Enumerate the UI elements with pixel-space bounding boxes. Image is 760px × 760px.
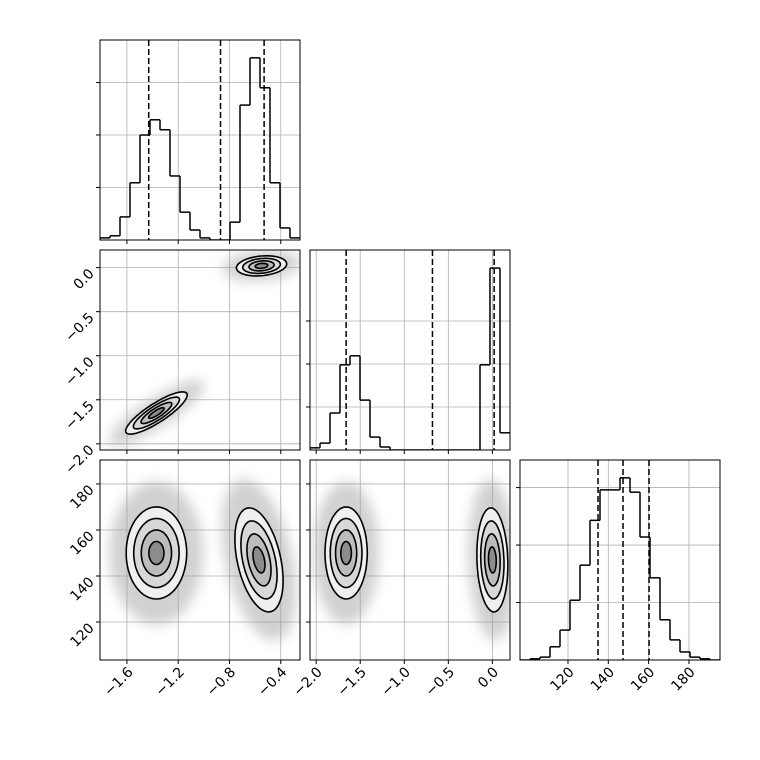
x-tick-label: −1.2 bbox=[153, 664, 188, 699]
x-tick-label: −2.0 bbox=[290, 664, 325, 699]
x-tick-label: 140 bbox=[588, 664, 618, 694]
y-tick-label: 120 bbox=[67, 620, 97, 650]
contour bbox=[254, 262, 269, 270]
y-tick-label: −2.0 bbox=[62, 442, 97, 477]
panel bbox=[520, 460, 720, 660]
x-tick-label: 180 bbox=[668, 664, 698, 694]
axes-frame bbox=[309, 459, 511, 661]
axes-frame bbox=[99, 39, 301, 241]
axes-frame bbox=[519, 459, 721, 661]
y-tick-label: −1.0 bbox=[62, 354, 97, 389]
x-tick-label: 0.0 bbox=[475, 664, 502, 691]
panel bbox=[310, 460, 510, 660]
x-tick-label: −0.4 bbox=[255, 664, 290, 699]
y-tick-label: −1.5 bbox=[62, 398, 97, 433]
x-tick-label: −0.5 bbox=[423, 664, 458, 699]
panel bbox=[100, 250, 300, 450]
x-tick-label: 160 bbox=[628, 664, 658, 694]
x-tick-label: −1.5 bbox=[335, 664, 370, 699]
panel bbox=[100, 40, 300, 240]
y-tick-label: 140 bbox=[67, 574, 97, 604]
x-tick-label: −0.8 bbox=[204, 664, 239, 699]
y-tick-label: 160 bbox=[67, 528, 97, 558]
contour bbox=[147, 406, 165, 420]
y-tick-label: −0.5 bbox=[62, 310, 97, 345]
axes-frame bbox=[309, 249, 511, 451]
y-tick-label: 0.0 bbox=[71, 266, 98, 293]
panel bbox=[310, 250, 510, 450]
contour bbox=[487, 546, 498, 574]
axes-frame bbox=[99, 249, 301, 451]
x-tick-label: −1.6 bbox=[101, 664, 136, 699]
contour bbox=[147, 540, 165, 566]
x-tick-label: 120 bbox=[547, 664, 577, 694]
y-tick-label: 180 bbox=[67, 482, 97, 512]
contour bbox=[339, 540, 353, 566]
contour bbox=[252, 546, 266, 574]
axes-frame bbox=[99, 459, 301, 661]
x-tick-label: −1.0 bbox=[379, 664, 414, 699]
panel bbox=[100, 460, 300, 660]
